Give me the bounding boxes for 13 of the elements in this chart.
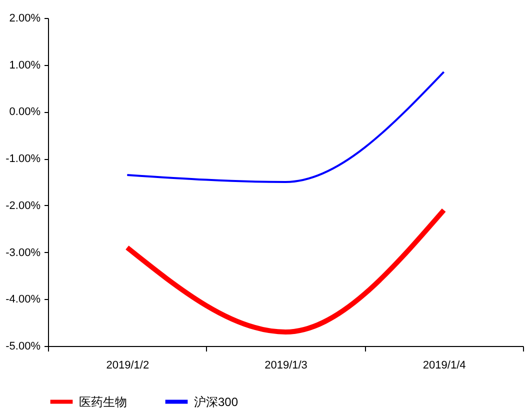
y-tick-label: -5.00%	[6, 340, 41, 352]
legend-label: 医药生物	[79, 394, 127, 409]
legend-label: 沪深300	[194, 394, 238, 409]
x-tick-label: 2019/1/3	[264, 360, 308, 372]
y-tick-label: 1.00%	[9, 59, 41, 72]
y-tick-label: -1.00%	[6, 153, 41, 166]
y-tick-label: -3.00%	[6, 246, 41, 259]
x-tick-label: 2019/1/2	[106, 360, 150, 372]
y-tick-label: -4.00%	[6, 294, 41, 306]
y-tick-label: -2.00%	[6, 200, 41, 212]
y-tick-label: 2.00%	[9, 12, 41, 24]
y-tick-label: 0.00%	[9, 106, 41, 118]
x-tick-label: 2019/1/4	[422, 360, 466, 372]
